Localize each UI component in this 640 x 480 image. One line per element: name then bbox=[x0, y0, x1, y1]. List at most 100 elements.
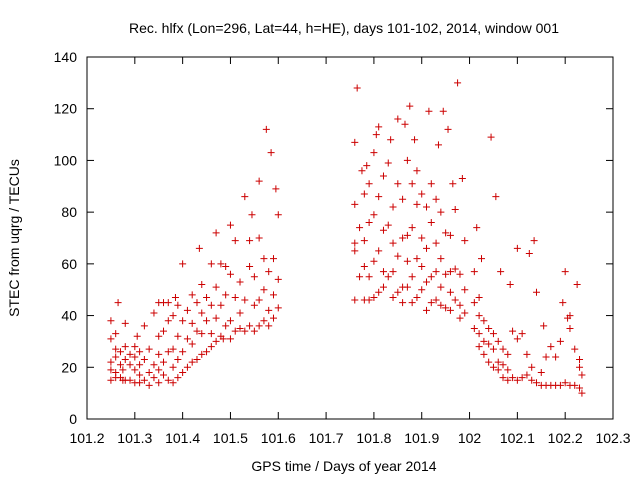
data-point bbox=[265, 268, 273, 276]
y-tick-label: 80 bbox=[61, 204, 77, 220]
data-point bbox=[179, 317, 187, 325]
data-point bbox=[265, 306, 273, 314]
data-point bbox=[444, 125, 452, 133]
data-point bbox=[365, 296, 373, 304]
data-point bbox=[351, 239, 359, 247]
data-point bbox=[489, 330, 497, 338]
data-point bbox=[427, 218, 435, 226]
data-point bbox=[212, 229, 220, 237]
data-point bbox=[269, 291, 277, 299]
data-point bbox=[389, 293, 397, 301]
data-point bbox=[164, 317, 172, 325]
data-point bbox=[188, 319, 196, 327]
data-point bbox=[532, 379, 540, 387]
data-point bbox=[413, 255, 421, 263]
data-point bbox=[485, 325, 493, 332]
data-point bbox=[183, 306, 191, 314]
data-point bbox=[418, 190, 426, 198]
data-point bbox=[145, 381, 153, 389]
data-point bbox=[131, 366, 139, 374]
data-point bbox=[561, 268, 569, 276]
x-tick-label: 101.4 bbox=[165, 430, 200, 446]
data-point bbox=[578, 389, 586, 397]
data-point bbox=[112, 330, 120, 338]
data-point bbox=[365, 218, 373, 226]
data-point bbox=[451, 265, 459, 273]
data-point bbox=[411, 136, 419, 144]
data-point bbox=[114, 299, 122, 307]
data-point bbox=[126, 376, 134, 384]
data-point bbox=[231, 327, 239, 335]
data-point bbox=[475, 293, 483, 301]
data-point bbox=[179, 260, 187, 268]
data-point bbox=[107, 366, 115, 374]
data-point bbox=[145, 368, 153, 376]
data-point bbox=[473, 224, 481, 232]
data-point bbox=[222, 291, 230, 299]
data-point bbox=[136, 371, 144, 379]
data-point bbox=[164, 348, 172, 356]
y-tick-label: 120 bbox=[54, 101, 78, 117]
data-point bbox=[497, 268, 505, 276]
data-point bbox=[528, 376, 536, 384]
data-point bbox=[475, 330, 483, 338]
data-point bbox=[523, 350, 531, 358]
data-point bbox=[140, 376, 148, 384]
data-point bbox=[250, 301, 258, 309]
data-point bbox=[226, 335, 234, 343]
data-point bbox=[578, 371, 586, 379]
data-point bbox=[394, 115, 402, 123]
x-tick-label: 102 bbox=[458, 430, 482, 446]
data-point bbox=[475, 312, 483, 320]
data-point bbox=[458, 175, 466, 183]
data-point bbox=[561, 379, 569, 387]
data-point bbox=[260, 255, 268, 263]
data-point bbox=[133, 332, 141, 340]
data-point bbox=[403, 283, 411, 291]
data-point bbox=[131, 343, 139, 351]
data-point bbox=[559, 299, 567, 307]
data-point bbox=[537, 368, 545, 376]
data-point bbox=[370, 211, 378, 219]
data-point bbox=[504, 376, 512, 384]
data-point bbox=[485, 340, 493, 348]
data-point bbox=[401, 120, 409, 128]
data-point bbox=[379, 226, 387, 234]
data-point bbox=[513, 244, 521, 252]
data-point bbox=[504, 366, 512, 374]
data-point bbox=[403, 156, 411, 164]
data-point bbox=[454, 79, 462, 87]
data-point bbox=[379, 283, 387, 291]
x-tick-label: 102.1 bbox=[500, 430, 535, 446]
data-point bbox=[155, 332, 163, 340]
data-point bbox=[160, 371, 168, 379]
data-point bbox=[121, 356, 129, 364]
data-point bbox=[183, 363, 191, 371]
data-point bbox=[461, 309, 469, 317]
data-point bbox=[160, 358, 168, 366]
data-point bbox=[423, 203, 431, 211]
data-point bbox=[269, 314, 277, 322]
data-point bbox=[226, 270, 234, 278]
data-point bbox=[389, 239, 397, 247]
data-point bbox=[140, 322, 148, 330]
data-point bbox=[226, 221, 234, 229]
data-point bbox=[241, 327, 249, 335]
data-point bbox=[236, 325, 244, 332]
data-point bbox=[509, 374, 517, 382]
data-point bbox=[260, 286, 268, 294]
y-tick-label: 100 bbox=[54, 152, 78, 168]
data-point bbox=[198, 309, 206, 317]
data-point bbox=[509, 327, 517, 335]
data-point bbox=[160, 327, 168, 335]
data-point bbox=[250, 273, 258, 281]
data-point bbox=[394, 180, 402, 188]
data-point bbox=[379, 172, 387, 180]
data-point bbox=[528, 363, 536, 371]
data-point bbox=[576, 363, 584, 371]
x-tick-label: 101.2 bbox=[69, 430, 104, 446]
data-point bbox=[439, 107, 447, 115]
data-point bbox=[434, 141, 442, 149]
data-point bbox=[566, 325, 574, 332]
